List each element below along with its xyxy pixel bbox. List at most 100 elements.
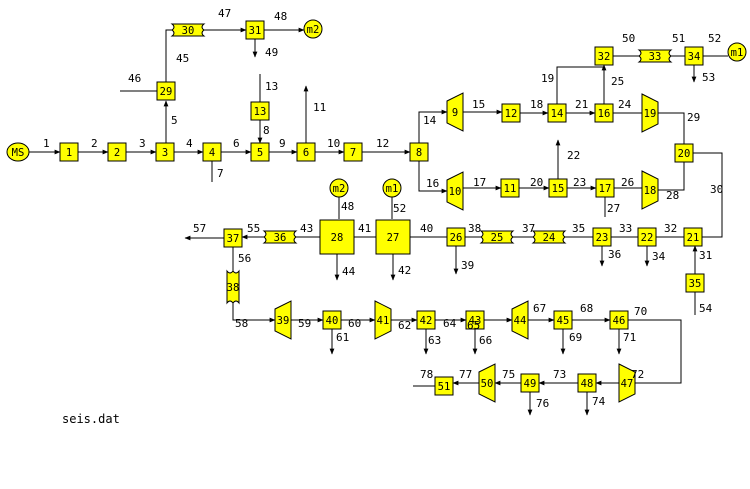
unit-8: 8 <box>409 142 429 162</box>
unit-20: 20 <box>674 143 694 163</box>
unit-box <box>684 46 704 66</box>
unit-label: 51 <box>438 381 451 393</box>
stream-label: 15 <box>472 98 485 111</box>
unit-label: 31 <box>249 25 262 37</box>
unit-label: 46 <box>613 315 626 327</box>
turbine-shape <box>478 363 496 403</box>
unit-box <box>594 46 614 66</box>
stream-label: 1 <box>43 137 50 150</box>
unit-28: 28 <box>319 219 355 255</box>
stream-label: 52 <box>708 32 721 45</box>
unit-label: 21 <box>687 232 700 244</box>
unit-14: 14 <box>547 103 567 123</box>
unit-label: 36 <box>274 232 287 244</box>
unit-45: 45 <box>553 310 573 330</box>
circle-shape <box>727 42 747 62</box>
unit-label: 37 <box>227 233 240 245</box>
unit-box <box>296 142 316 162</box>
stream-label: 7 <box>217 167 224 180</box>
stream-label: 65 <box>467 319 480 332</box>
unit-box <box>250 101 270 121</box>
unit-box <box>465 310 485 330</box>
unit-12: 12 <box>501 103 521 123</box>
stream-label: 42 <box>398 264 411 277</box>
unit-box <box>547 103 567 123</box>
unit-33: 33 <box>637 49 673 63</box>
unit-label: 2 <box>114 147 120 159</box>
circle-shape <box>303 19 323 39</box>
stream-label: 73 <box>553 368 566 381</box>
unit-34: 34 <box>684 46 704 66</box>
unit-box <box>245 20 265 40</box>
stream-label: 50 <box>622 32 635 45</box>
stream-label: 8 <box>263 124 270 137</box>
unit-label: 3 <box>162 147 168 159</box>
unit-label: 41 <box>377 315 390 327</box>
turbine-shape <box>274 300 292 340</box>
unit-box <box>434 376 454 396</box>
unit-label: 15 <box>552 183 565 195</box>
compressor-shape <box>618 363 636 403</box>
unit-box <box>416 310 436 330</box>
unit-17: 17 <box>595 178 615 198</box>
file-label: seis.dat <box>62 412 120 426</box>
stream-line <box>693 152 723 238</box>
stream-line <box>628 319 682 384</box>
circle-m1_mid: m1 <box>382 178 402 198</box>
unit-label: 8 <box>416 147 422 159</box>
pipe-shape <box>262 230 298 244</box>
unit-box <box>155 142 175 162</box>
unit-25: 25 <box>479 230 515 244</box>
stream-label: 14 <box>423 114 437 127</box>
stream-label: 68 <box>580 302 593 315</box>
stream-label: 61 <box>336 331 349 344</box>
stream-label: 30 <box>710 183 723 196</box>
unit-51: 51 <box>434 376 454 396</box>
stream-label: 70 <box>634 305 647 318</box>
circle-source: MS <box>6 142 30 162</box>
unit-1: 1 <box>59 142 79 162</box>
unit-label: 48 <box>581 378 594 390</box>
unit-box <box>548 178 568 198</box>
unit-label: 40 <box>326 315 339 327</box>
unit-label: 50 <box>481 378 494 390</box>
source-sink-circles: MS m2 m1 m2 m1 <box>6 19 747 198</box>
unit-label: 20 <box>678 148 691 160</box>
unit-6: 6 <box>296 142 316 162</box>
unit-27: 27 <box>375 219 411 255</box>
unit-label: 33 <box>649 51 662 63</box>
unit-box <box>683 227 703 247</box>
stream-label: 3 <box>139 137 146 150</box>
unit-box <box>250 142 270 162</box>
stream-label: 74 <box>592 395 606 408</box>
stream-label: 48 <box>274 10 287 23</box>
unit-label: 17 <box>599 183 612 195</box>
stream-label: 24 <box>618 98 632 111</box>
stream-label: 31 <box>699 249 712 262</box>
unit-label: 25 <box>491 232 504 244</box>
stream-label: 13 <box>265 80 278 93</box>
stream-label: 29 <box>687 111 700 124</box>
stream-label: 46 <box>128 72 141 85</box>
unit-box <box>637 227 657 247</box>
stream-label: 66 <box>479 334 492 347</box>
unit-41: 41 <box>374 300 392 340</box>
unit-48: 48 <box>577 373 597 393</box>
stream-label: 18 <box>530 98 543 111</box>
unit-box <box>609 310 629 330</box>
circle-shape <box>382 178 402 198</box>
unit-24: 24 <box>531 230 567 244</box>
unit-11: 11 <box>500 178 520 198</box>
turbine-shape <box>446 171 464 211</box>
unit-box <box>223 228 243 248</box>
circle-label: m2 <box>333 183 346 195</box>
compressor-shape <box>641 93 659 133</box>
unit-label: 45 <box>557 315 570 327</box>
stream-label: 75 <box>502 368 515 381</box>
stream-label: 57 <box>193 222 206 235</box>
stream-label: 37 <box>522 222 535 235</box>
stream-label: 69 <box>569 331 582 344</box>
unit-label: 5 <box>257 147 263 159</box>
unit-box <box>520 373 540 393</box>
